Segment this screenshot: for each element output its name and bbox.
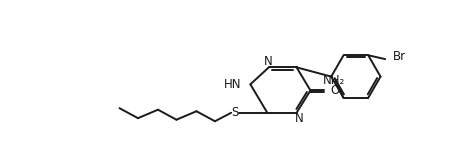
Text: NH₂: NH₂: [323, 74, 345, 87]
Text: O: O: [330, 84, 340, 97]
Text: Br: Br: [393, 50, 406, 63]
Text: N: N: [295, 112, 303, 125]
Text: HN: HN: [224, 78, 241, 91]
Text: N: N: [264, 55, 273, 68]
Text: S: S: [231, 106, 239, 119]
